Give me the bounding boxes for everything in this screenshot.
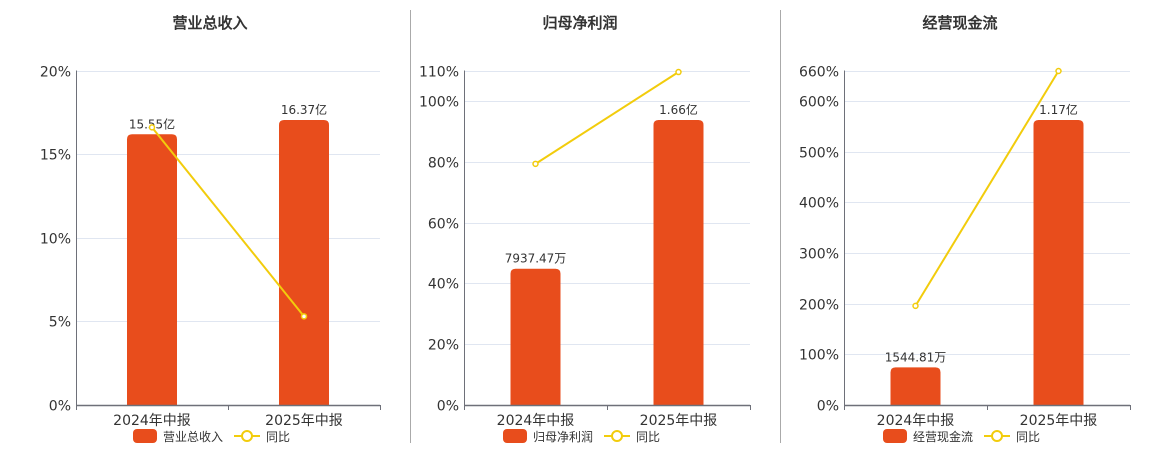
yoy-point[interactable] — [532, 160, 539, 168]
yoy-point[interactable] — [148, 124, 156, 131]
chart-panel-2: 归母净利润 0% 20% 40% 60% 80% 100% 110% 7937.47万 1.66亿… — [419, 14, 751, 444]
legend-item-line[interactable]: 同比 — [984, 430, 1040, 444]
legend-label: 营业总收入 — [163, 430, 223, 444]
bar[interactable] — [890, 367, 941, 405]
bar-value-label: 1.17亿 — [1039, 102, 1078, 117]
bar[interactable] — [1033, 120, 1084, 405]
y-tick-label: 15% — [40, 148, 71, 164]
yoy-line — [151, 126, 305, 317]
yoy-line — [914, 70, 1060, 307]
legend-label: 经营现金流 — [913, 429, 973, 444]
bar-swatch-icon — [503, 429, 527, 443]
y-tick-label: 5% — [49, 315, 71, 331]
category-label: 2025年中报 — [1020, 413, 1098, 429]
legend-item-bar[interactable]: 经营现金流 — [883, 429, 973, 444]
y-tick-label: 300% — [799, 247, 839, 263]
bar-value-label: 15.55亿 — [129, 116, 175, 131]
chart-title: 经营现金流 — [922, 14, 997, 32]
category-label: 2025年中报 — [265, 413, 343, 429]
chart-title: 营业总收入 — [172, 14, 247, 32]
category-label: 2024年中报 — [497, 413, 575, 429]
legend-label: 同比 — [636, 430, 660, 444]
bar[interactable] — [510, 268, 561, 405]
legend: 归母净利润 同比 — [503, 429, 660, 444]
y-tick-label: 100% — [799, 348, 839, 364]
legend-label: 归母净利润 — [533, 430, 593, 444]
legend: 经营现金流 同比 — [883, 429, 1040, 444]
bar[interactable] — [279, 120, 329, 405]
bar-value-label: 1544.81万 — [885, 350, 947, 364]
bar[interactable] — [127, 134, 177, 405]
yoy-point[interactable] — [1055, 67, 1062, 75]
line-marker-icon — [611, 430, 623, 442]
y-tick-label: 100% — [419, 95, 459, 111]
y-tick-label: 20% — [428, 338, 459, 354]
bar-value-label: 7937.47万 — [505, 252, 567, 266]
legend-item-bar[interactable]: 营业总收入 — [133, 429, 223, 444]
y-tick-label: 500% — [799, 146, 839, 162]
legend-item-line[interactable]: 同比 — [604, 430, 660, 444]
yoy-point[interactable] — [300, 313, 308, 320]
legend-label: 同比 — [1016, 430, 1040, 444]
y-tick-label: 0% — [437, 399, 459, 415]
bar-swatch-icon — [883, 429, 907, 443]
bar-value-label: 16.37亿 — [281, 102, 327, 117]
category-label: 2025年中报 — [640, 413, 718, 429]
bar-swatch-icon — [133, 429, 157, 443]
chart-panel-1: 营业总收入 0% 5% 10% 15% 20% 15.55亿 16.37亿 2024年中报 202… — [40, 14, 381, 444]
legend: 营业总收入 同比 — [133, 429, 290, 444]
legend-item-bar[interactable]: 归母净利润 — [503, 429, 593, 444]
y-tick-label: 40% — [428, 277, 459, 293]
y-tick-label: 10% — [40, 232, 71, 248]
y-tick-label: 20% — [40, 65, 71, 81]
legend-label: 同比 — [266, 430, 290, 444]
legend-item-line[interactable]: 同比 — [234, 430, 290, 444]
y-tick-label: 60% — [428, 217, 459, 233]
category-label: 2024年中报 — [877, 413, 955, 429]
bar-value-label: 1.66亿 — [659, 102, 698, 117]
chart-panel-3: 经营现金流 0% 100% 200% 300% 400% 500% 600% 660% 1544.… — [799, 14, 1131, 444]
y-tick-label: 0% — [49, 399, 71, 415]
bar[interactable] — [653, 120, 704, 405]
line-marker-icon — [241, 430, 253, 442]
yoy-point[interactable] — [675, 68, 682, 76]
y-tick-label: 0% — [817, 399, 839, 415]
y-tick-label: 200% — [799, 298, 839, 314]
y-tick-label: 110% — [419, 65, 459, 81]
y-tick-label: 660% — [799, 65, 839, 81]
line-marker-icon — [991, 430, 1003, 442]
yoy-point[interactable] — [912, 302, 919, 310]
yoy-line — [534, 71, 680, 165]
y-tick-label: 400% — [799, 196, 839, 212]
y-tick-label: 600% — [799, 95, 839, 111]
chart-title: 归母净利润 — [542, 14, 617, 32]
category-label: 2024年中报 — [113, 413, 191, 429]
y-tick-label: 80% — [428, 156, 459, 172]
